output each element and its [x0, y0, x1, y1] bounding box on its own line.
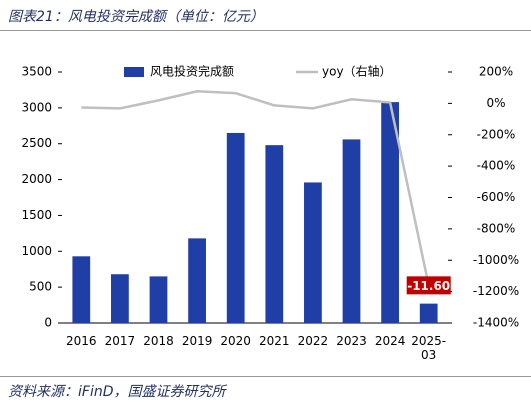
y2-tick-label: 200%: [479, 65, 513, 79]
y-tick-label: 3500: [21, 65, 52, 79]
y2-tick-label: -200%: [477, 127, 516, 141]
y-tick-label: 2000: [21, 172, 52, 186]
y-tick-label: 1000: [21, 244, 52, 258]
legend-label: yoy（右轴）: [322, 64, 392, 79]
y2-tick-label: -1400%: [473, 316, 519, 330]
x-tick-label: 2020: [220, 334, 251, 348]
divider: [0, 376, 531, 377]
y2-tick-label: -800%: [477, 221, 516, 235]
x-tick-label: 2023: [336, 334, 367, 348]
value-label-box: [406, 276, 451, 295]
y2-tick-label: -1000%: [473, 253, 519, 267]
x-tick-label: 2019: [181, 334, 213, 348]
y2-tick-label: -1200%: [473, 284, 519, 298]
y-tick-label: 1500: [21, 208, 52, 222]
bar: [265, 145, 284, 323]
bar: [419, 303, 438, 323]
x-tick-label: 2025-03: [411, 334, 447, 362]
figure-title: 图表21：风电投资完成额（单位：亿元）: [8, 9, 264, 25]
x-tick-label: 2022: [297, 334, 329, 348]
divider: [0, 30, 531, 31]
value-label: -11.60: [407, 279, 450, 293]
x-tick-label: 2024: [374, 334, 406, 348]
y2-tick-label: 0%: [486, 96, 505, 110]
bar: [381, 102, 399, 324]
line: [81, 90, 430, 286]
bar: [72, 256, 91, 323]
x-tick-label: 2021: [259, 334, 290, 348]
bar: [188, 238, 206, 323]
bar: [226, 132, 245, 323]
y-tick-label: 500: [29, 280, 52, 294]
x-tick-label: 2016: [66, 334, 97, 348]
bar: [304, 182, 322, 323]
bar: [149, 276, 168, 323]
legend-label: 风电投资完成额: [150, 64, 234, 79]
x-tick-label: 2017: [104, 334, 136, 348]
source: 资料来源：iFinD，国盛证券研究所: [8, 384, 226, 400]
y2-tick-label: -400%: [477, 159, 516, 173]
bar: [111, 274, 129, 323]
legend-swatch: [124, 67, 144, 77]
y2-tick-label: -600%: [477, 190, 516, 204]
y-tick-label: 2500: [21, 136, 52, 150]
y-tick-label: 3000: [21, 100, 52, 114]
y-tick-label: 0: [44, 316, 52, 330]
x-tick-label: 2018: [143, 334, 174, 348]
bar: [342, 139, 361, 323]
